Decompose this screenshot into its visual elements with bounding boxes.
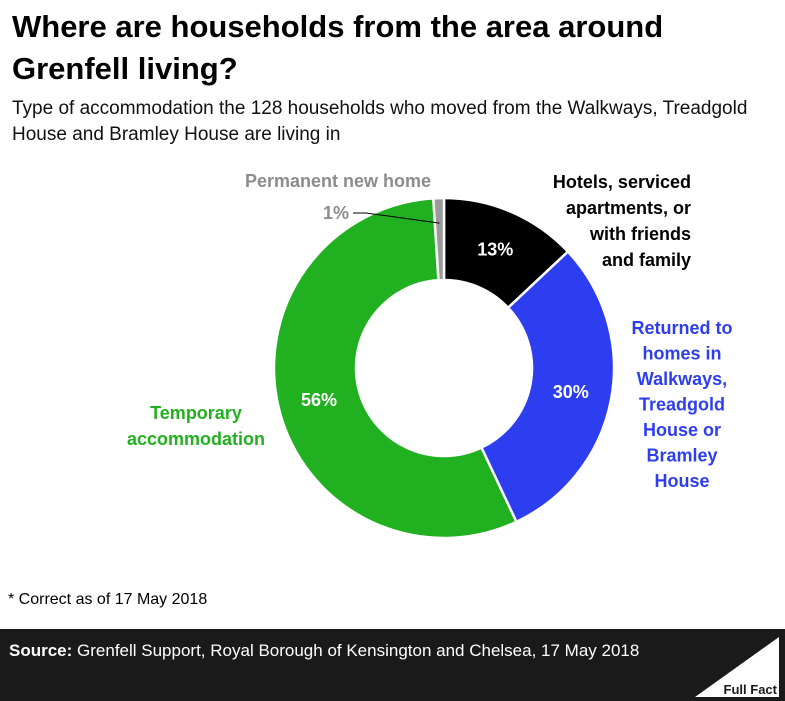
source-label: Source: (9, 641, 73, 660)
slice-permanent-new-home (431, 196, 446, 282)
source-detail: Grenfell Support, Royal Borough of Kensi… (72, 641, 640, 660)
value-label-returned-to-homes-in-walkways-treadgold-house-or-bramley-house: 30% (553, 382, 589, 402)
value-label-permanent-new-home: 1% (323, 203, 349, 223)
footnote: * Correct as of 17 May 2018 (8, 591, 208, 608)
leader-line-permanent-new-home (353, 212, 440, 224)
chart-subtitle: Type of accommodation the 128 households… (12, 98, 748, 145)
donut-chart: 13% Hotels, serviced apartments, or with fr… (127, 171, 733, 540)
source-text: Source: Grenfell Support, Royal Borough … (9, 638, 689, 663)
value-label-hotels-serviced-apartments-or-with-friends-and-family: 13% (477, 240, 513, 260)
value-label-temporary-accommodation: 56% (301, 390, 337, 410)
category-label-hotels-serviced-apartments-or-with-friends-and-family: Hotels, serviced apartments, or with frien… (553, 172, 691, 270)
full-fact-logo-icon (695, 637, 779, 697)
category-label-returned-to-homes-in-walkways-treadgold-house-or-bramley-house: Returned to homes in Walkways, Treadgold Hou… (632, 318, 733, 491)
slice-returned-to-homes-in-walkways-treadgold-house-or-bramley-house (479, 249, 616, 524)
category-label-temporary-accommodation: Temporary accommodation (127, 403, 265, 449)
footer: Source: Grenfell Support, Royal Borough … (0, 629, 785, 701)
donut-slices (272, 196, 616, 540)
donut-labels: 13% Hotels, serviced apartments, or with fr… (127, 171, 733, 491)
brand-name: Full Fact (723, 682, 777, 697)
chart-title: Where are households from the area aroun… (12, 9, 664, 86)
category-label-permanent-new-home: Permanent new home (245, 171, 431, 191)
